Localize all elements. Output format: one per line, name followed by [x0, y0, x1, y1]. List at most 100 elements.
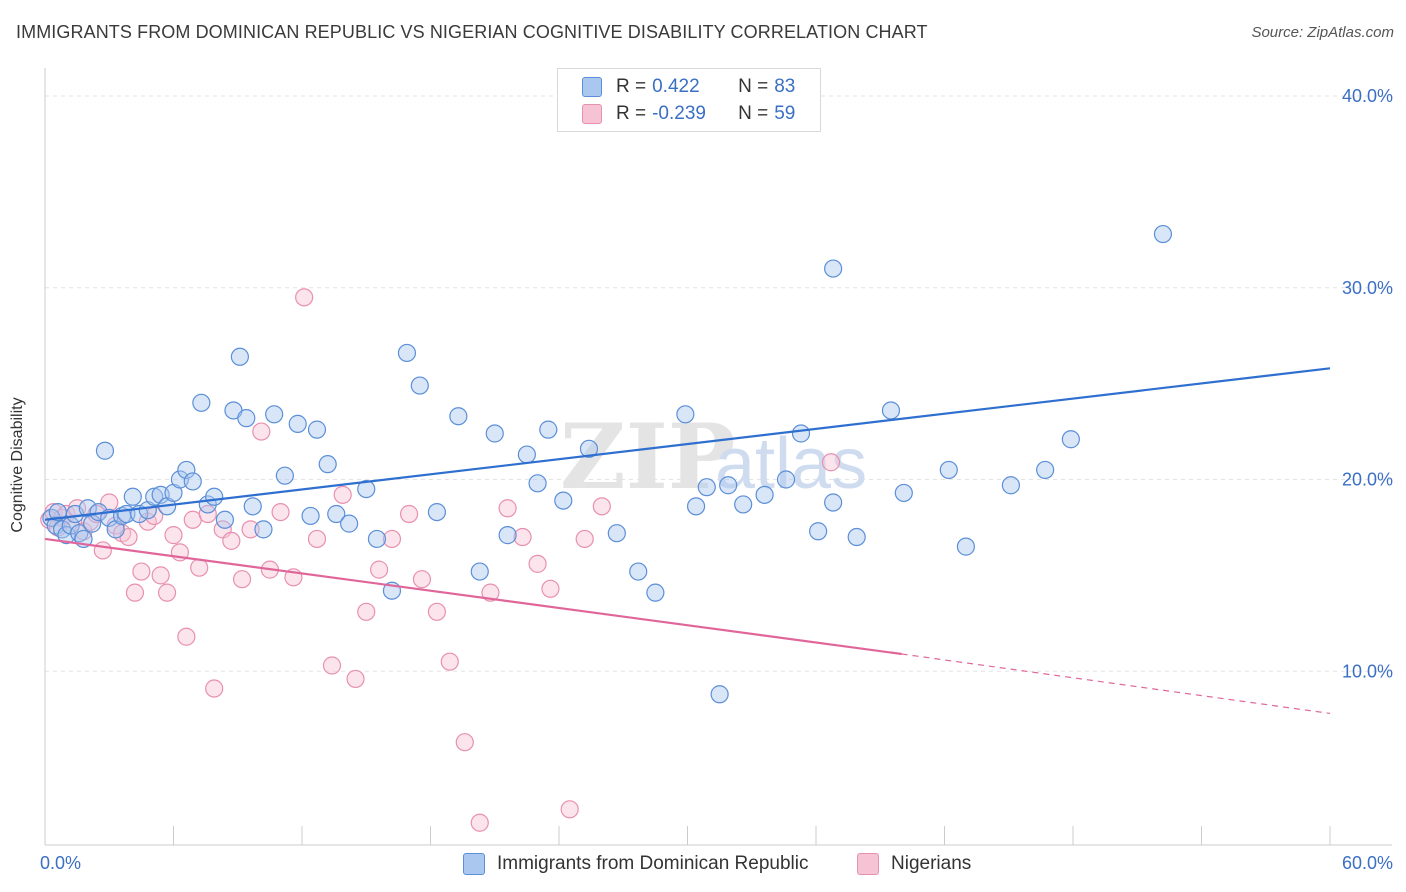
dominican-point [485, 424, 504, 443]
legend-label: Immigrants from Dominican Republic [497, 853, 809, 874]
dominican-point [145, 487, 164, 506]
nigerians-point [125, 583, 145, 602]
dominican-point [539, 420, 558, 439]
dominican-point [449, 407, 468, 426]
n-value: 83 [774, 76, 796, 97]
grid [45, 95, 1392, 672]
dominican-point [340, 514, 359, 533]
legend-item-nigerians[interactable]: Nigerians [857, 853, 971, 875]
dominican-point [470, 562, 489, 581]
nigerians-point [333, 485, 352, 504]
nigerians-point [346, 669, 365, 689]
dominican-point [183, 472, 202, 491]
dominican-point [367, 529, 387, 549]
dominican-point [243, 497, 262, 516]
nigerians-point [455, 733, 474, 752]
watermark-atlas: atlas [715, 424, 867, 504]
nigerians-point [295, 288, 314, 307]
dominican-point [676, 405, 695, 424]
nigerians-point [481, 583, 500, 602]
dominican-point [629, 562, 648, 581]
nigerians-point [440, 652, 459, 671]
dominican-point [215, 510, 234, 529]
trendlines [44, 367, 1331, 715]
nigerians-point [412, 570, 432, 589]
dominican-point [427, 502, 447, 522]
nigerians-point [513, 527, 532, 547]
tick-labels: 10.0% 20.0% 30.0% 40.0% 0.0% 60.0% [40, 86, 1393, 873]
stats-legend: R = 0.422 N = 83 R = -0.239 N = 59 [557, 68, 821, 132]
dominican-point [824, 493, 843, 512]
dominican-point [697, 478, 716, 497]
dominican-point [357, 479, 376, 499]
pink-swatch [582, 104, 602, 124]
y-tick-label: 40.0% [1342, 86, 1393, 106]
dominican-point [123, 487, 142, 506]
nigerians-point [241, 520, 260, 539]
dominican-point [939, 460, 958, 480]
nigerians-trendline [901, 653, 1331, 715]
dominican-point [528, 474, 547, 493]
dominican-point [327, 504, 346, 524]
dominican-point [177, 460, 196, 480]
dominican-point [710, 685, 729, 704]
nigerians-point [560, 800, 579, 819]
dominican-point [275, 466, 294, 485]
nigerians-point [151, 566, 170, 585]
dominican-point [894, 483, 913, 503]
dominican-point [95, 441, 115, 460]
blue-swatch [582, 77, 602, 97]
r-value: -0.239 [652, 103, 706, 124]
dominican-point [318, 455, 337, 474]
dominican-point [554, 491, 573, 510]
legend-item-dominican[interactable]: Immigrants from Dominican Republic [463, 853, 809, 875]
dominican-point [307, 420, 327, 439]
r-label: R = [616, 103, 647, 124]
dominican-point [1001, 476, 1020, 495]
nigerians-point [307, 529, 327, 549]
y-tick-label: 10.0% [1342, 661, 1393, 681]
dominican-point [205, 487, 224, 506]
nigerians-point [132, 562, 151, 581]
y-tick-label: 20.0% [1342, 470, 1393, 490]
dominican-point [1036, 460, 1055, 480]
stats-row-nigerians: R = -0.239 N = 59 [582, 102, 795, 126]
nigerians-trendline [44, 537, 902, 656]
dominican-point [809, 522, 828, 541]
nigerians-points [40, 288, 841, 832]
nigerians-point [252, 422, 271, 441]
chart-title: IMMIGRANTS FROM DOMINICAN REPUBLIC VS NI… [16, 22, 928, 42]
nigerians-point [592, 497, 611, 516]
nigerians-point [498, 499, 517, 518]
dominican-point [230, 347, 249, 366]
nigerians-point [164, 526, 183, 545]
dominican-point [579, 439, 599, 458]
nigerians-point [357, 602, 376, 621]
dominican-point [646, 583, 665, 602]
nigerians-point [821, 453, 841, 472]
n-label: N = [738, 76, 769, 97]
y-tick-label: 30.0% [1342, 278, 1393, 298]
dominican-point [254, 520, 273, 539]
dominican-point [288, 414, 307, 433]
nigerians-point [399, 504, 419, 524]
dominican-point [192, 393, 211, 412]
legend-label: Nigerians [891, 853, 972, 874]
dominican-point [824, 259, 843, 278]
dominican-trendline [44, 367, 1331, 521]
dominican-point [847, 527, 866, 547]
dominican-point [301, 506, 320, 526]
nigerians-point [427, 602, 447, 621]
pink-swatch [857, 853, 879, 875]
nigerians-point [470, 813, 489, 832]
nigerians-point [93, 541, 112, 560]
nigerians-point [157, 583, 177, 602]
nigerians-point [177, 627, 196, 646]
dominican-point [719, 476, 738, 495]
dominican-point [881, 401, 901, 420]
r-value: 0.422 [652, 76, 700, 97]
n-label: N = [738, 103, 769, 124]
stats-row-dominican: R = 0.422 N = 83 [582, 75, 795, 99]
dominican-point [410, 376, 429, 395]
nigerians-point [190, 558, 209, 577]
